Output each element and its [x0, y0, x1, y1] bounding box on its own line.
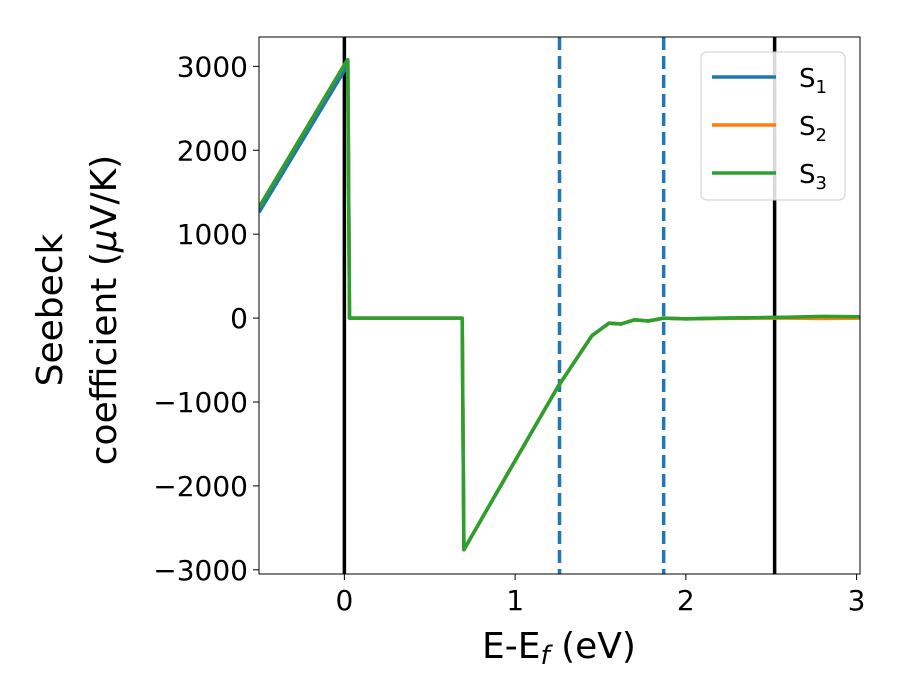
y-tick-label: 0 [230, 302, 248, 335]
x-axis-ticks: 0 1 2 3 [335, 574, 865, 617]
x-axis-title: E-Ef (eV) [482, 626, 636, 671]
series-lines [259, 57, 860, 552]
x-tick-label: 3 [848, 584, 866, 617]
x-tick-label: 2 [677, 584, 695, 617]
y-tick-label: 1000 [177, 218, 248, 251]
y-axis-title: Seebeck coefficient (μV/K) [30, 155, 125, 465]
y-tick-label: −3000 [153, 554, 248, 587]
x-tick-label: 1 [506, 584, 524, 617]
legend-label-s3: S3 [799, 160, 827, 194]
y-axis-title-line2: coefficient (μV/K) [84, 155, 125, 465]
legend-label-s2: S2 [799, 112, 827, 146]
y-tick-label: −2000 [153, 470, 248, 503]
y-axis-title-line1: Seebeck [30, 233, 71, 386]
axes-frame [258, 36, 861, 575]
y-axis-ticks: −3000 −2000 −1000 0 1000 2000 3000 [153, 50, 259, 587]
x-tick-label: 0 [335, 584, 353, 617]
series-line-s3 [259, 57, 860, 552]
legend-items: S1 S2 S3 [712, 64, 827, 194]
legend: S1 S2 S3 [700, 51, 846, 201]
y-tick-label: 3000 [177, 50, 248, 83]
y-tick-label: −1000 [153, 386, 248, 419]
y-tick-label: 2000 [177, 134, 248, 167]
legend-label-s1: S1 [799, 64, 827, 98]
